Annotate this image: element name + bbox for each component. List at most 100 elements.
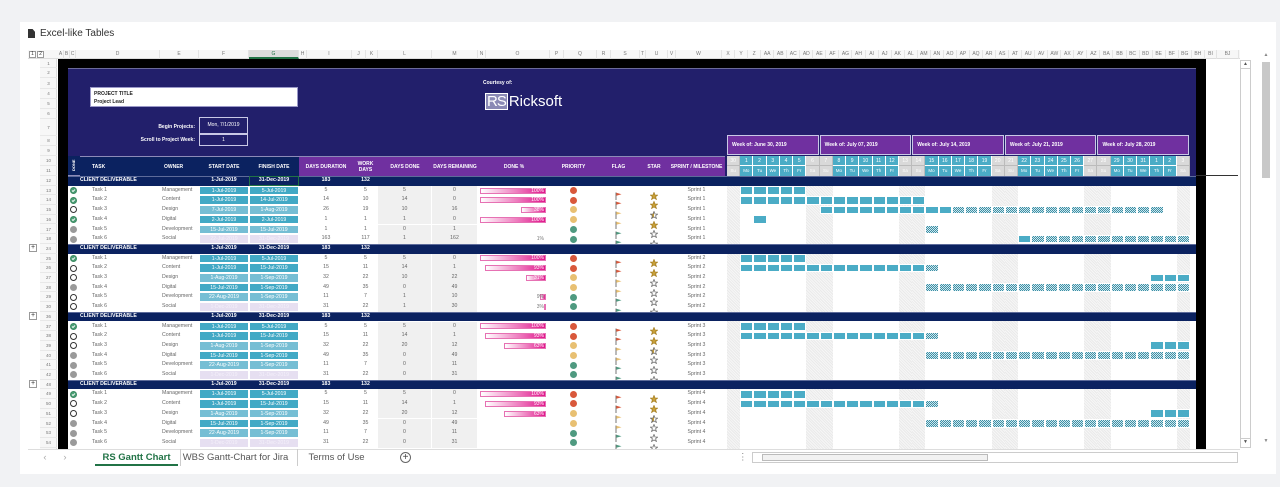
owner[interactable]: Design: [162, 409, 179, 416]
days-done[interactable]: 1: [378, 234, 432, 244]
gantt-bar-done[interactable]: [766, 186, 780, 195]
gantt-bar-remaining[interactable]: [978, 283, 992, 292]
gantt-bar-done[interactable]: [806, 195, 820, 205]
column-header-ag[interactable]: AG: [839, 50, 853, 59]
scroll-week-input[interactable]: 1: [199, 134, 248, 146]
group-duration[interactable]: 183: [321, 177, 331, 183]
row-header[interactable]: 15: [40, 205, 57, 215]
star-outline-icon[interactable]: [649, 429, 659, 443]
row-header[interactable]: 37: [40, 322, 57, 332]
priority-low-icon[interactable]: [570, 439, 577, 447]
star-outline-icon[interactable]: [649, 419, 659, 433]
flag-icon[interactable]: [615, 332, 622, 346]
scroll-down-button[interactable]: ▼: [1241, 438, 1250, 447]
sprint[interactable]: Sprint 4: [687, 438, 706, 445]
gantt-bar-done[interactable]: [753, 263, 767, 273]
sprint[interactable]: Sprint 2: [687, 283, 706, 290]
gantt-bar-remaining[interactable]: [1123, 205, 1138, 215]
group-work-days[interactable]: 132: [361, 244, 370, 251]
gantt-bar-done[interactable]: [859, 263, 873, 273]
gantt-bar-done[interactable]: [1150, 273, 1164, 283]
sprint[interactable]: Sprint 3: [687, 351, 706, 358]
task-name[interactable]: Task 3: [92, 341, 107, 348]
priority-medium-icon[interactable]: [570, 284, 577, 291]
column-header-v[interactable]: V: [668, 50, 676, 59]
gantt-bar-remaining[interactable]: [1163, 351, 1177, 360]
finish-date[interactable]: 1-Aug-2019: [249, 205, 299, 215]
column-header-ak[interactable]: AK: [892, 50, 905, 59]
days-done[interactable]: 14: [378, 331, 432, 341]
column-header-av[interactable]: AV: [1035, 50, 1049, 59]
flag-icon[interactable]: [615, 187, 622, 200]
gantt-bar-done[interactable]: [779, 331, 794, 341]
gantt-bar-done[interactable]: [832, 263, 847, 273]
row-header[interactable]: 16: [40, 215, 57, 225]
task-name[interactable]: Task 4: [92, 215, 107, 222]
group-duration[interactable]: 183: [321, 244, 331, 251]
expand-group-button[interactable]: +: [29, 243, 37, 252]
gantt-bar-done[interactable]: [806, 263, 820, 273]
flag-icon[interactable]: [615, 293, 622, 307]
column-header-f[interactable]: F: [199, 50, 249, 59]
column-header-bh[interactable]: BH: [1192, 50, 1205, 59]
column-header-r[interactable]: R: [597, 50, 611, 59]
gantt-bar-remaining[interactable]: [1110, 283, 1124, 292]
gantt-bar-remaining[interactable]: [925, 331, 939, 341]
gantt-bar-done[interactable]: [898, 263, 913, 273]
finish-date[interactable]: 1-Sep-2019: [249, 350, 299, 361]
column-header-ba[interactable]: BA: [1100, 50, 1114, 59]
owner[interactable]: Management: [162, 186, 193, 193]
gantt-bar-remaining[interactable]: [1031, 351, 1045, 360]
gantt-bar-remaining[interactable]: [1110, 205, 1124, 215]
gantt-bar-done[interactable]: [753, 215, 767, 224]
column-header-ae[interactable]: AE: [813, 50, 827, 59]
start-date[interactable]: 1-Dec-2019: [199, 370, 249, 380]
gantt-bar-done[interactable]: [740, 399, 754, 409]
gantt-bar-done[interactable]: [872, 331, 886, 341]
column-header-as[interactable]: AS: [996, 50, 1010, 59]
done-grey-icon[interactable]: [70, 235, 77, 243]
star-half-icon[interactable]: [649, 410, 659, 423]
start-date[interactable]: 2-Jul-2019: [199, 214, 249, 225]
days-done[interactable]: 14: [378, 263, 432, 273]
column-title-days-remaining[interactable]: DAYS REMAINING: [432, 156, 478, 176]
gantt-bar-remaining[interactable]: [1163, 234, 1177, 244]
task-name[interactable]: Task 2: [92, 332, 107, 339]
column-header-bj[interactable]: BJ: [1217, 50, 1239, 59]
days-done[interactable]: 1: [378, 214, 432, 225]
gantt-bar-remaining[interactable]: [1097, 351, 1111, 360]
gantt-bar-remaining[interactable]: [925, 263, 939, 273]
row-header[interactable]: 24: [40, 244, 57, 254]
row-header[interactable]: 51: [40, 409, 57, 419]
days-done[interactable]: 0: [378, 437, 432, 448]
gantt-bar-remaining[interactable]: [1137, 234, 1151, 244]
gantt-bar-done[interactable]: [898, 205, 913, 215]
gantt-bar-done[interactable]: [793, 263, 807, 273]
start-date[interactable]: 1-Jul-2019: [199, 253, 249, 264]
gantt-bar-remaining[interactable]: [1097, 419, 1111, 428]
gantt-bar-done[interactable]: [1176, 409, 1191, 418]
column-header-i[interactable]: I: [307, 50, 352, 59]
row-header[interactable]: 13: [40, 186, 57, 196]
done-empty-icon[interactable]: [70, 342, 77, 350]
flag-icon[interactable]: [615, 352, 622, 365]
sprint[interactable]: Sprint 1: [687, 235, 706, 242]
star-gold-icon[interactable]: [649, 187, 659, 200]
task-name[interactable]: Task 1: [92, 322, 107, 329]
row-header[interactable]: 30: [40, 302, 57, 312]
project-title[interactable]: PROJECT TITLE: [94, 91, 133, 97]
column-header-au[interactable]: AU: [1022, 50, 1036, 59]
gantt-bar-remaining[interactable]: [1097, 283, 1111, 292]
column-header-ah[interactable]: AH: [853, 50, 866, 59]
task-name[interactable]: Task 5: [92, 293, 107, 300]
start-date[interactable]: 1-Jul-2019: [199, 321, 249, 332]
task-name[interactable]: Task 1: [92, 390, 107, 397]
star-gold-icon[interactable]: [649, 322, 659, 336]
days-done[interactable]: 5: [378, 185, 432, 196]
gantt-bar-done[interactable]: [1163, 341, 1177, 351]
star-gold-icon[interactable]: [649, 264, 659, 278]
group-work-days[interactable]: 132: [361, 380, 370, 387]
days-done[interactable]: 1: [378, 292, 432, 303]
finish-date[interactable]: 1-Sep-2019: [249, 340, 299, 351]
done-grey-icon[interactable]: [70, 419, 77, 427]
